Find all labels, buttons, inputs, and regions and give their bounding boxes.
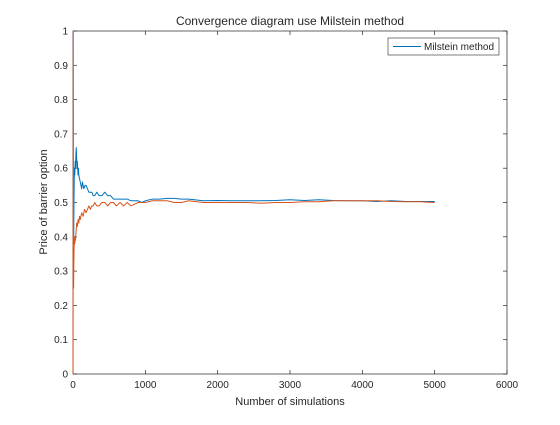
y-tick-label: 0.8	[54, 95, 68, 106]
y-tick-label: 0.4	[54, 232, 68, 243]
series-layer	[72, 30, 435, 375]
y-axis-label: Price of barrier option	[38, 149, 50, 254]
x-tick-label: 4000	[351, 380, 374, 391]
y-tick-label: 0.2	[54, 301, 68, 312]
y-tick-label: 0	[62, 370, 68, 381]
y-tick-label: 0.1	[54, 335, 68, 346]
chart-title: Convergence diagram use Milstein method	[176, 14, 404, 28]
x-tick-label: 6000	[496, 380, 519, 391]
y-tick-label: 0.5	[54, 198, 68, 209]
y-tick-label: 0.3	[54, 267, 68, 278]
legend: Milstein method	[387, 37, 500, 56]
legend-label-milstein: Milstein method	[424, 42, 494, 53]
legend-box	[387, 37, 500, 56]
y-tick-label: 1	[62, 27, 68, 38]
y-tick-label: 0.7	[54, 129, 68, 140]
y-tick-label: 0.9	[54, 61, 68, 72]
x-axis-label: Number of simulations	[235, 396, 345, 408]
x-tick-label: 0	[70, 380, 76, 391]
x-tick-label: 2000	[207, 380, 230, 391]
series-line-2	[72, 30, 435, 375]
y-tick-label: 0.6	[54, 164, 68, 175]
x-tick-label: 5000	[424, 380, 447, 391]
y-axis-ticks: 0 0.1 0.2 0.3 0.4 0.5 0.6 0.7 0.8 0.9 1	[54, 27, 507, 381]
series-line-1	[72, 30, 435, 262]
x-tick-label: 1000	[134, 380, 157, 391]
x-tick-label: 3000	[279, 380, 302, 391]
